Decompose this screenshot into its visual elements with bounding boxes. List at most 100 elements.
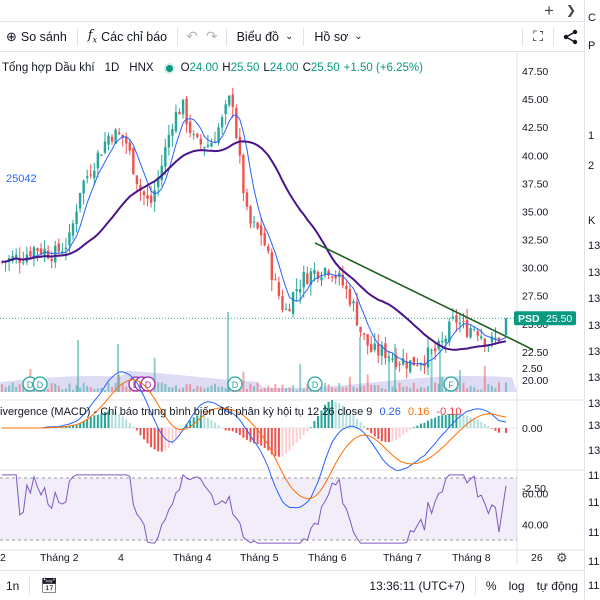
- macd-histogram-bar: [391, 428, 394, 441]
- clock-time[interactable]: 13:36:11 (UTC+7): [369, 578, 465, 593]
- chart-type-dropdown[interactable]: Biểu đồ ⌄: [231, 22, 300, 52]
- macd-histogram-bar: [192, 417, 195, 428]
- macd-histogram-bar: [324, 404, 327, 428]
- volume-bar: [391, 386, 394, 392]
- high-value: 25.50: [230, 62, 260, 74]
- macd-histogram-bar: [398, 428, 401, 438]
- candle-body: [362, 333, 366, 335]
- price-axis-label: 35.00: [522, 206, 548, 218]
- auto-toggle[interactable]: tự động: [536, 578, 578, 593]
- range-button[interactable]: 1n: [6, 578, 20, 593]
- symbol-name[interactable]: Tổng hợp Dầu khí: [2, 62, 95, 74]
- macd-histogram-bar: [405, 428, 408, 433]
- open-label: O: [180, 62, 190, 74]
- profile-dropdown[interactable]: Hồ sơ ⌄: [308, 22, 368, 52]
- undo-icon[interactable]: ↶: [186, 28, 198, 44]
- event-marker-label: D: [312, 380, 319, 390]
- chart-type-label: Biểu đồ: [236, 29, 279, 44]
- volume-bar: [47, 388, 50, 392]
- event-marker: [227, 376, 243, 392]
- candle-body: [82, 180, 85, 194]
- signal-line: [2, 379, 507, 500]
- sidebar-text: 13: [588, 398, 600, 410]
- macd-axis-label: -2.50: [522, 483, 546, 495]
- grid-lines: [0, 53, 584, 565]
- volume-bar: [434, 382, 437, 392]
- volume-spike: [77, 340, 79, 392]
- macd-histogram-bar: [146, 428, 149, 444]
- candle-body: [274, 279, 277, 281]
- volume-bar: [345, 387, 348, 392]
- resistance-trendline: [314, 242, 534, 351]
- symbol-interval: 1D: [104, 62, 120, 74]
- candle-body: [54, 245, 57, 263]
- time-axis-label: 4: [118, 552, 124, 564]
- candle-body: [391, 358, 394, 360]
- volume-bar: [419, 387, 422, 392]
- macd-histogram-bar: [256, 428, 259, 445]
- macd-histogram-bar: [114, 412, 117, 428]
- macd-histogram-bar: [370, 428, 373, 434]
- candle-body: [313, 270, 316, 274]
- volume-bar: [185, 384, 188, 392]
- candle-body: [409, 360, 412, 372]
- candle-body: [330, 276, 334, 278]
- volume-bar: [72, 389, 74, 392]
- candle-body: [96, 152, 100, 169]
- macd-histogram-bar: [345, 408, 348, 428]
- volume-bar: [331, 387, 334, 392]
- candlesticks: [0, 87, 517, 379]
- macd-histogram-bar: [302, 428, 305, 436]
- candle-body: [341, 274, 344, 286]
- indicators-button[interactable]: fx Các chỉ báo: [82, 22, 173, 52]
- candle-body: [171, 128, 174, 136]
- volume-bar: [86, 385, 89, 392]
- candle-body: [284, 308, 288, 310]
- macd-histogram-bar: [203, 415, 206, 428]
- candle-body: [490, 336, 494, 343]
- collapse-panel-icon[interactable]: ❯: [565, 3, 576, 17]
- chart-toolbar: ⊕ So sánh fx Các chỉ báo ↶ ↷ Biểu đồ ⌄ H…: [0, 22, 584, 52]
- volume-bar: [196, 385, 199, 392]
- compare-button[interactable]: ⊕ So sánh: [0, 22, 73, 52]
- function-icon: fx: [87, 28, 98, 45]
- open-value: 24.00: [189, 62, 219, 74]
- candle-body: [302, 272, 305, 288]
- candle-body: [476, 331, 479, 336]
- fullscreen-icon[interactable]: ⛶: [533, 28, 543, 44]
- redo-icon[interactable]: ↷: [205, 28, 218, 44]
- macd-histogram-bar: [380, 428, 383, 442]
- candle-body: [185, 98, 188, 125]
- candle-body: [451, 316, 455, 319]
- macd-histogram-bar: [210, 420, 213, 428]
- macd-histogram-bar: [249, 428, 252, 443]
- candle-body: [157, 177, 160, 187]
- volume-bar: [352, 386, 355, 392]
- candle-body: [181, 99, 185, 115]
- macd-histogram-bar: [341, 405, 344, 428]
- chart-canvas[interactable]: DDDDDDDF 47.5045.0042.5040.0037.5035.003…: [0, 0, 584, 565]
- share-icon[interactable]: [558, 29, 584, 45]
- candle-body: [110, 136, 114, 142]
- volume-bar: [82, 382, 85, 392]
- calendar-icon[interactable]: 📅︎: [40, 577, 59, 593]
- candle-body: [295, 289, 298, 292]
- macd-histogram-bar: [313, 421, 316, 428]
- ma-value-label: 25042: [6, 173, 37, 185]
- macd-histogram-bar: [505, 428, 507, 433]
- macd-histogram-bar: [316, 416, 319, 428]
- macd-histogram-bar: [139, 428, 142, 436]
- macd-title[interactable]: ivergence (MACD) - Chỉ báo trung bình bi…: [0, 406, 373, 418]
- volume-bar: [380, 387, 383, 392]
- volume-bar: [121, 383, 124, 392]
- candle-body: [103, 141, 107, 153]
- candle-body: [309, 271, 313, 285]
- candle-body: [345, 285, 348, 290]
- sidebar-text: 13: [588, 346, 600, 358]
- price-tag-value: 25.50: [546, 313, 572, 325]
- percent-toggle[interactable]: %: [485, 578, 497, 593]
- add-tab-icon[interactable]: +: [544, 1, 554, 20]
- candle-body: [469, 328, 472, 338]
- candle-body: [419, 363, 423, 366]
- log-toggle[interactable]: log: [508, 578, 525, 593]
